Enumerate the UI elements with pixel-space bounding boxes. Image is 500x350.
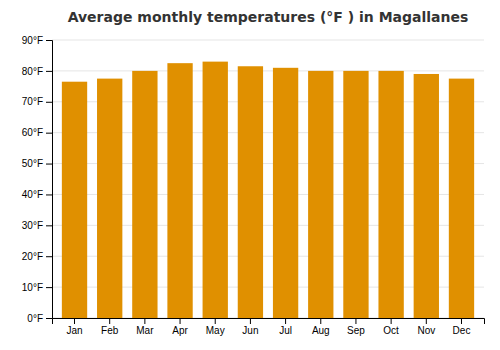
- x-tick-mark: [109, 318, 110, 324]
- y-tick-mark: [46, 194, 52, 195]
- grid-line: [52, 40, 484, 41]
- y-tick-mark: [46, 102, 52, 103]
- x-tick-label: Jan: [66, 325, 82, 336]
- y-tick-mark: [46, 40, 52, 41]
- y-tick: 20°F: [22, 251, 52, 262]
- y-tick-mark: [46, 256, 52, 257]
- y-tick-label: 0°F: [27, 313, 43, 324]
- x-tick-label: Sep: [347, 325, 365, 336]
- y-tick: 60°F: [22, 127, 52, 138]
- bar: [273, 68, 298, 318]
- x-tick-label: Dec: [453, 325, 471, 336]
- bar: [378, 71, 403, 318]
- grid-line: [52, 70, 484, 71]
- y-tick-label: 30°F: [22, 220, 43, 231]
- bar: [132, 71, 157, 318]
- x-tick-mark: [426, 318, 427, 324]
- y-tick-label: 50°F: [22, 158, 43, 169]
- y-tick: 50°F: [22, 158, 52, 169]
- y-tick-mark: [46, 71, 52, 72]
- x-tick: Feb: [101, 318, 119, 336]
- x-tick: Aug: [312, 318, 330, 336]
- bar: [414, 74, 439, 318]
- x-tick-mark: [285, 318, 286, 324]
- x-tick-mark: [215, 318, 216, 324]
- x-axis-line: [53, 319, 485, 325]
- x-tick: Sep: [347, 318, 365, 336]
- title: Average monthly temperatures (°F ) in Ma…: [68, 9, 469, 25]
- bar: [343, 71, 368, 318]
- x-tick-mark: [355, 318, 356, 324]
- bar: [449, 79, 474, 318]
- x-tick: Jul: [279, 318, 292, 336]
- grid: [52, 40, 484, 318]
- bars: [62, 62, 474, 318]
- y-tick-mark: [46, 318, 52, 319]
- bar: [203, 62, 228, 318]
- x-tick: Nov: [417, 318, 435, 336]
- x-tick: Jan: [66, 318, 82, 336]
- y-tick-label: 60°F: [22, 127, 43, 138]
- x-tick-label: Jun: [242, 325, 258, 336]
- bar: [308, 71, 333, 318]
- x-tick-mark: [391, 318, 392, 324]
- y-tick-label: 70°F: [22, 96, 43, 107]
- y-tick: 40°F: [22, 189, 52, 200]
- x-tick: Apr: [172, 318, 188, 336]
- y-axis: 0°F 10°F 20°F 30°F 40°F 50°F 60°F 70°F 80°F 90°F: [22, 35, 53, 324]
- x-tick-mark: [461, 318, 462, 324]
- x-tick: Dec: [453, 318, 471, 336]
- y-tick-label: 10°F: [22, 282, 43, 293]
- bar: [238, 66, 263, 318]
- x-tick: Mar: [136, 318, 154, 336]
- y-tick: 70°F: [22, 96, 52, 107]
- x-tick-label: Nov: [417, 325, 435, 336]
- x-axis: Jan Feb Mar Apr May Jun Jul Aug Sep Oct Nov Dec: [53, 318, 485, 336]
- x-tick-label: Aug: [312, 325, 330, 336]
- y-tick: 90°F: [22, 35, 52, 46]
- x-tick-mark: [320, 318, 321, 324]
- y-axis-line: [46, 41, 53, 319]
- y-tick-label: 80°F: [22, 66, 43, 77]
- y-tick: 10°F: [22, 282, 52, 293]
- chart-container: 0°F 10°F 20°F 30°F 40°F 50°F 60°F 70°F 80°F 90°F J…: [0, 0, 500, 350]
- chart-svg: 0°F 10°F 20°F 30°F 40°F 50°F 60°F 70°F 80°F 90°F J…: [0, 0, 500, 350]
- x-tick-mark: [74, 318, 75, 324]
- x-tick: Jun: [242, 318, 258, 336]
- y-tick: 0°F: [27, 313, 52, 324]
- y-tick-mark: [46, 164, 52, 165]
- x-tick-mark: [250, 318, 251, 324]
- x-tick: Oct: [383, 318, 399, 336]
- y-tick-label: 20°F: [22, 251, 43, 262]
- y-tick-mark: [46, 133, 52, 134]
- x-tick-mark: [144, 318, 145, 324]
- y-tick-mark: [46, 287, 52, 288]
- x-tick-label: Mar: [136, 325, 154, 336]
- y-tick-mark: [46, 225, 52, 226]
- bar: [167, 63, 192, 318]
- x-tick-label: Jul: [279, 325, 292, 336]
- bar: [97, 79, 122, 318]
- x-tick-label: May: [206, 325, 225, 336]
- bar: [62, 82, 87, 318]
- y-tick: 30°F: [22, 220, 52, 231]
- x-tick-label: Oct: [383, 325, 399, 336]
- x-tick-label: Apr: [172, 325, 188, 336]
- y-tick: 80°F: [22, 66, 52, 77]
- y-tick-label: 90°F: [22, 35, 43, 46]
- y-tick-label: 40°F: [22, 189, 43, 200]
- x-tick: May: [206, 318, 225, 336]
- x-tick-label: Feb: [101, 325, 119, 336]
- x-tick-mark: [180, 318, 181, 324]
